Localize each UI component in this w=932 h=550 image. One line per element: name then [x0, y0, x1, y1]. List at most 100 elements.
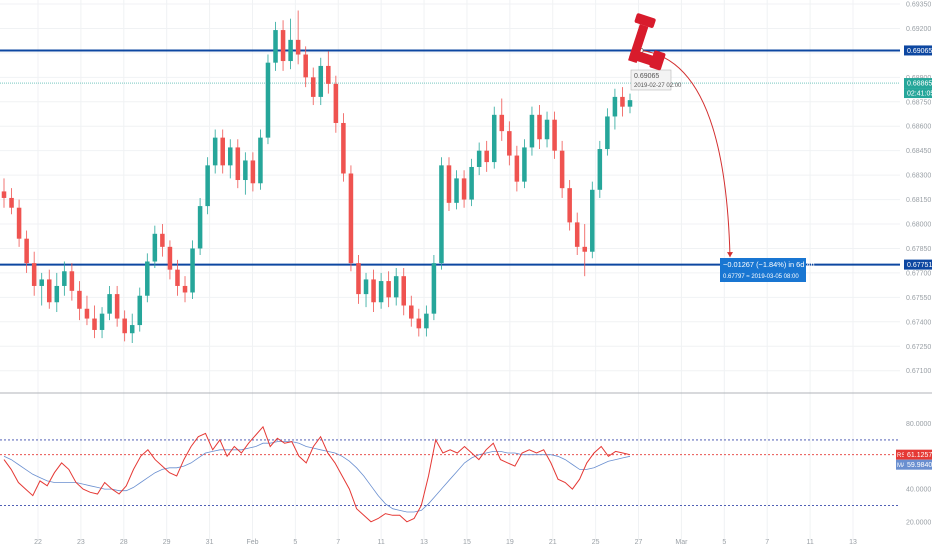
price-tick-label: 0.67400: [906, 319, 931, 326]
candle-body: [461, 178, 467, 200]
candle-body: [310, 77, 316, 97]
candle-body: [46, 279, 52, 303]
price-tick-label: 0.67550: [906, 295, 931, 302]
candle-body: [378, 281, 384, 303]
candle-body: [212, 137, 218, 166]
time-tick-label: 23: [77, 539, 85, 546]
ma-series-line: [3, 441, 631, 513]
time-axis[interactable]: 22 23 28 29 31 Feb 5 7 11 13 15 19 21 25 27 Mar 5 7 11 13: [34, 539, 857, 546]
price-tick-label: 0.67850: [906, 246, 931, 253]
candle-body: [544, 119, 550, 140]
ma-value-label-box: [904, 459, 932, 470]
level-price-label: 0.67751: [907, 262, 932, 269]
time-tick-label: 19: [506, 539, 514, 546]
candle-body: [469, 166, 474, 200]
candle-body: [582, 246, 588, 252]
candle-body: [250, 160, 256, 184]
candle-body: [69, 271, 75, 291]
candle-body: [137, 295, 143, 326]
candle-body: [620, 96, 625, 107]
candle-body: [514, 155, 520, 182]
candle-body: [175, 269, 180, 286]
candle-body: [552, 119, 557, 151]
candles[interactable]: [1, 10, 633, 343]
candle-body: [205, 165, 210, 207]
candle-body: [160, 233, 165, 247]
candle-body: [597, 149, 603, 190]
rsi-tag-box: [896, 449, 904, 460]
rsi-value-label: 61.1257: [907, 452, 932, 459]
candle-body: [31, 263, 37, 286]
candle-body: [356, 263, 361, 295]
candle-body: [107, 294, 112, 314]
level-price-label-box: [904, 45, 932, 56]
candle-body: [1, 191, 7, 198]
price-tick-label: 0.69350: [906, 2, 931, 9]
candle-body: [54, 285, 60, 303]
candle-body: [84, 308, 90, 319]
candle-body: [77, 290, 82, 309]
candle-body: [152, 233, 158, 262]
candle-body: [507, 131, 512, 156]
last-price-label-box: [904, 78, 932, 89]
time-tick-label: 5: [722, 539, 726, 546]
candle-body: [401, 276, 406, 306]
time-tick-label: 29: [163, 539, 171, 546]
rsi-lines: [3, 425, 631, 523]
ma-tag-box: [896, 459, 904, 470]
candle-body: [122, 318, 127, 334]
candle-body: [265, 62, 271, 138]
ma-tag: MA: [897, 463, 906, 469]
candle-body: [92, 318, 97, 330]
candle-body: [167, 246, 173, 270]
candle-body: [386, 281, 391, 298]
price-tick-label: 0.68000: [906, 222, 931, 229]
candle-body: [333, 83, 339, 123]
candle-body: [326, 65, 331, 84]
rsi-tick-label: 40.0000: [906, 487, 931, 494]
time-tick-label: 31: [206, 539, 214, 546]
candle-body: [590, 189, 595, 252]
candle-body: [220, 137, 225, 166]
time-tick-label: 7: [336, 539, 340, 546]
candle-body: [341, 122, 346, 174]
time-tick-label: 13: [420, 539, 428, 546]
time-tick-label: 13: [849, 539, 857, 546]
time-tick-label: Mar: [675, 539, 688, 546]
candle-body: [303, 54, 308, 78]
time-tick-label: 7: [765, 539, 769, 546]
candle-body: [393, 276, 399, 298]
tooltip-price: 0.69065: [634, 73, 659, 80]
candle-body: [431, 263, 437, 314]
candle-body: [627, 100, 633, 107]
last-price-label: 0.68865: [907, 81, 932, 88]
time-tick-label: 5: [293, 539, 297, 546]
candle-body: [491, 114, 497, 163]
candle-body: [605, 116, 610, 150]
rsi-tick-label: 80.0000: [906, 421, 931, 428]
time-tick-label: 21: [549, 539, 557, 546]
candle-body: [228, 147, 233, 166]
candle-body: [371, 279, 376, 303]
rsi-tick-label: 20.0000: [906, 519, 931, 526]
candle-body: [612, 96, 618, 117]
time-tick-label: 15: [463, 539, 471, 546]
price-tick-label: 0.68300: [906, 173, 931, 180]
candle-body: [499, 114, 505, 132]
candle-body: [529, 114, 535, 148]
candle-body: [559, 150, 565, 189]
time-tick-label: 11: [806, 539, 813, 546]
rsi-series-line: [3, 425, 631, 523]
price-tick-label: 0.69200: [906, 26, 931, 33]
price-tick-label: 0.67700: [906, 270, 931, 277]
projection-change: −0.01267 (−1.84%) in 6d 4h: [723, 260, 815, 269]
candle-body: [295, 39, 301, 55]
tooltip-datetime: 2019-02-27 02:00: [634, 83, 682, 89]
rsi-bands: [0, 439, 900, 506]
time-tick-label: 22: [34, 539, 42, 546]
candle-body: [243, 160, 248, 181]
projection-label[interactable]: −0.01267 (−1.84%) in 6d 4h 0.67797 ≈ 201…: [720, 258, 815, 282]
candle-body: [273, 30, 278, 63]
candle-body: [62, 271, 67, 286]
